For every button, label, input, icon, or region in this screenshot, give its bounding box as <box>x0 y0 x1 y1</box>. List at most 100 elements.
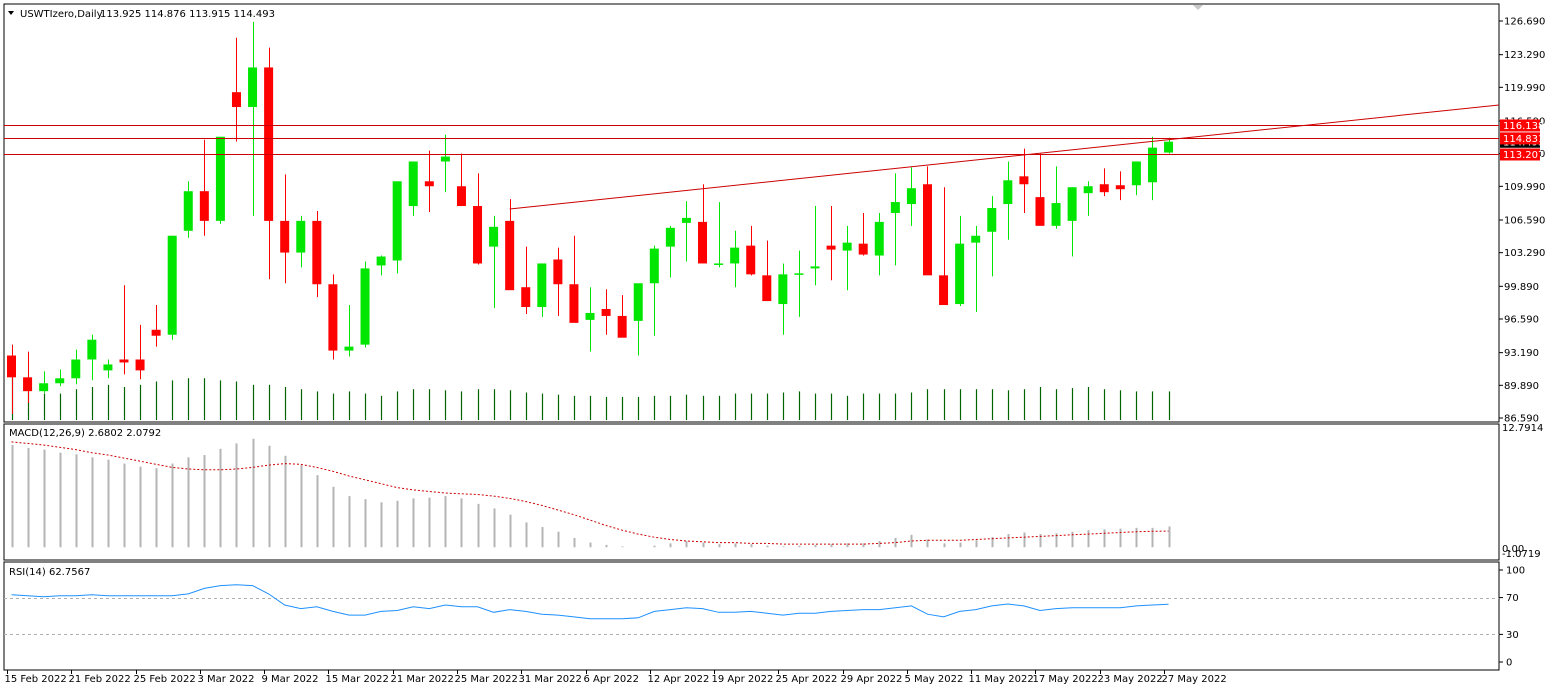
candle <box>231 37 241 142</box>
candle <box>1164 137 1174 154</box>
candle-body <box>1099 184 1109 193</box>
time-tick-label: 11 May 2022 <box>969 674 1034 685</box>
candle <box>1147 136 1157 201</box>
candle-body <box>440 156 450 162</box>
candle-body <box>360 268 370 345</box>
candle-body <box>874 221 884 256</box>
rsi-tick-label: 70 <box>1506 593 1519 604</box>
candle-body <box>649 248 659 284</box>
candle-body <box>119 359 129 363</box>
candle <box>55 369 65 387</box>
candle <box>746 225 756 276</box>
price-tick-label: 96.590 <box>1504 314 1539 325</box>
candle <box>906 167 916 226</box>
candle-body <box>922 184 932 276</box>
scroll-marker-icon[interactable] <box>1193 5 1203 10</box>
candle-body <box>23 377 33 392</box>
time-tick-label: 15 Mar 2022 <box>326 674 389 685</box>
candle-body <box>858 243 868 255</box>
candle-body <box>601 308 611 316</box>
time-tick-label: 29 Apr 2022 <box>841 674 903 685</box>
candle-body <box>312 220 322 285</box>
candle <box>1083 181 1093 216</box>
candle-body <box>55 378 65 384</box>
candle-body <box>344 346 354 351</box>
candle-body <box>215 136 225 221</box>
time-tick-label: 5 May 2022 <box>905 674 964 685</box>
rsi-tick-label: 100 <box>1506 566 1525 577</box>
candle <box>890 173 900 266</box>
candle-body <box>1051 203 1061 226</box>
price-pane[interactable]: 126.690123.290119.990116.590113.290109.9… <box>3 3 1545 425</box>
candle <box>553 247 563 316</box>
candles <box>7 21 1174 414</box>
price-tag: 116.138 <box>1500 119 1544 132</box>
candle-body <box>585 312 595 320</box>
candle-body <box>842 242 852 251</box>
price-tick-label: 109.990 <box>1504 182 1545 193</box>
rsi-tick-label: 30 <box>1506 630 1519 641</box>
candle-body <box>135 359 145 371</box>
price-tag: 113.207 <box>1500 148 1544 161</box>
candle-body <box>1003 180 1013 205</box>
macd-tick-label: 12.7914 <box>1502 423 1543 434</box>
candle <box>473 173 483 265</box>
candle <box>103 359 113 379</box>
price-tick-label: 119.990 <box>1504 83 1545 94</box>
candle <box>1051 166 1061 229</box>
candle <box>119 285 129 375</box>
candle-body <box>1147 147 1157 183</box>
candle <box>87 334 97 381</box>
candle <box>1003 161 1013 240</box>
candle <box>296 215 306 268</box>
candle <box>1131 161 1141 196</box>
candle-body <box>408 161 418 207</box>
candle <box>730 230 740 288</box>
candle-body <box>505 220 515 291</box>
price-tag-label: 114.831 <box>1503 134 1544 145</box>
candle-body <box>617 315 627 338</box>
price-tick-label: 93.190 <box>1504 348 1539 359</box>
candle-body <box>810 266 820 269</box>
price-tick-label: 86.590 <box>1504 414 1539 425</box>
trendline[interactable] <box>509 104 1500 210</box>
candle-body <box>521 287 531 308</box>
candle <box>617 295 627 338</box>
candle <box>955 215 965 307</box>
rsi-title: RSI(14) 62.7567 <box>9 567 90 578</box>
time-tick-label: 9 Mar 2022 <box>262 674 319 685</box>
collapse-triangle-icon[interactable] <box>8 11 14 15</box>
candle <box>698 184 708 264</box>
candle <box>681 201 691 262</box>
time-tick-label: 3 Mar 2022 <box>198 674 255 685</box>
candle <box>408 161 418 216</box>
candle <box>1099 168 1109 197</box>
candle-body <box>698 221 708 264</box>
candle <box>135 324 145 380</box>
price-tick-label: 89.890 <box>1504 381 1539 392</box>
candle <box>376 255 386 276</box>
time-tick-label: 31 Mar 2022 <box>519 674 582 685</box>
candle <box>778 263 788 335</box>
candle <box>842 225 852 291</box>
candle-body <box>264 67 274 221</box>
candle <box>151 305 161 347</box>
candle <box>922 166 932 276</box>
time-tick-label: 19 Apr 2022 <box>712 674 774 685</box>
rsi-pane[interactable]: 100 70 30 0 RSI(14) 62.7567 <box>3 561 1525 671</box>
candle-body <box>826 245 836 250</box>
time-axis[interactable]: 15 Feb 2022 21 Feb 2022 25 Feb 2022 3 Mar 2… <box>5 670 1227 685</box>
candle-body <box>199 191 209 221</box>
candle-body <box>1035 197 1045 226</box>
drawn-lines[interactable] <box>4 104 1500 210</box>
time-tick-label: 12 Apr 2022 <box>648 674 710 685</box>
candle-body <box>971 235 981 243</box>
candle <box>248 21 258 216</box>
candle-body <box>537 263 547 308</box>
candle <box>264 47 274 280</box>
candle-body <box>39 383 49 392</box>
candle-body <box>955 243 965 305</box>
candle-body <box>665 227 675 247</box>
macd-pane[interactable]: 12.7914 0.00-1.0719 MACD(12,26,9) 2.6802 … <box>3 423 1543 561</box>
